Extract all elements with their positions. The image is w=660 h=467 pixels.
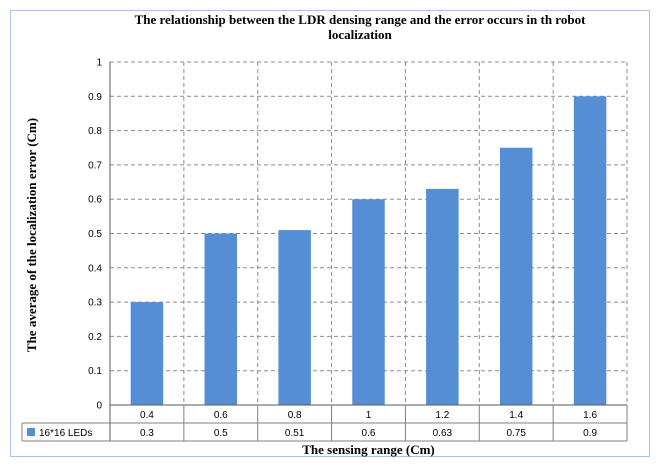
bar <box>426 188 459 405</box>
bar <box>352 199 385 405</box>
table-value: 0.75 <box>506 428 526 439</box>
bar <box>204 233 238 405</box>
y-tick-label: 0.2 <box>88 332 102 343</box>
legend-swatch <box>27 428 35 436</box>
bar <box>499 147 533 405</box>
bar <box>573 96 607 406</box>
x-axis-label: The sensing range (Cm) <box>302 442 435 457</box>
y-tick-label: 1 <box>96 58 102 69</box>
table-value: 0.5 <box>214 428 228 439</box>
x-tick-label: 1.2 <box>435 410 449 421</box>
bar <box>278 230 311 405</box>
legend-label: 16*16 LEDs <box>39 428 92 439</box>
y-tick-label: 0 <box>96 401 102 412</box>
y-tick-label: 0.5 <box>88 229 102 240</box>
chart-title-line-1: The relationship between the LDR densing… <box>134 12 586 27</box>
bar <box>130 302 164 405</box>
chart-title-line-2: localization <box>328 27 392 42</box>
x-tick-label: 0.6 <box>214 410 228 421</box>
table-value: 0.51 <box>285 428 305 439</box>
x-tick-label: 0.8 <box>288 410 302 421</box>
y-tick-label: 0.7 <box>88 160 102 171</box>
y-tick-label: 0.8 <box>88 126 102 137</box>
y-tick-label: 0.6 <box>88 195 102 206</box>
x-tick-label: 1.4 <box>509 410 523 421</box>
table-value: 0.63 <box>433 428 453 439</box>
x-tick-label: 1.6 <box>583 410 597 421</box>
y-tick-label: 0.4 <box>88 263 102 274</box>
y-tick-label: 0.3 <box>88 298 102 309</box>
x-tick-label: 1 <box>366 410 372 421</box>
table-value: 0.3 <box>140 428 154 439</box>
x-tick-label: 0.4 <box>140 410 154 421</box>
y-tick-label: 0.9 <box>88 92 102 103</box>
table-value: 0.9 <box>583 428 597 439</box>
chart-title: The relationship between the LDR densing… <box>100 12 620 42</box>
table-value: 0.6 <box>362 428 376 439</box>
y-tick-label: 0.1 <box>88 366 102 377</box>
